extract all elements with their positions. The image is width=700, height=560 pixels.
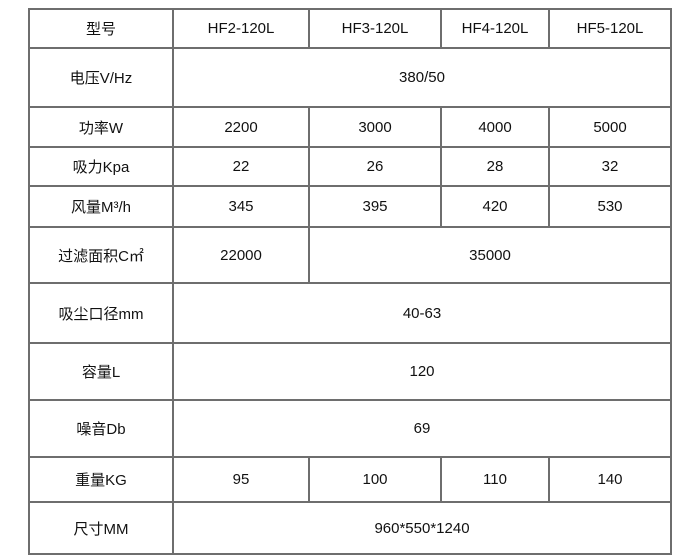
product-spec-table: 型号 HF2-120L HF3-120L HF4-120L HF5-120L 电压V/Hz… [28,8,672,555]
spec-value-cell: HF5-120L [548,8,672,49]
table-row: 功率W 2200 3000 4000 5000 [28,106,672,148]
spec-value-cell: 960*550*1240 [172,501,672,555]
spec-value-cell: 32 [548,146,672,187]
table-row: 过滤面积C㎡ 22000 35000 [28,226,672,284]
spec-value-cell: 380/50 [172,47,672,108]
table-row: 电压V/Hz 380/50 [28,47,672,108]
spec-value-cell: 26 [308,146,442,187]
table-row: 风量M³/h 345 395 420 530 [28,185,672,228]
spec-value-cell: 110 [440,456,550,503]
spec-value-cell: 5000 [548,106,672,148]
row-label: 功率W [28,106,174,148]
table-row: 型号 HF2-120L HF3-120L HF4-120L HF5-120L [28,8,672,49]
spec-value-cell: 95 [172,456,310,503]
spec-value-cell: 4000 [440,106,550,148]
spec-value-cell: 120 [172,342,672,401]
table-row: 噪音Db 69 [28,399,672,458]
table-row: 尺寸MM 960*550*1240 [28,501,672,555]
row-label: 容量L [28,342,174,401]
spec-value-cell: 22 [172,146,310,187]
spec-value-cell: 40-63 [172,282,672,344]
row-label: 电压V/Hz [28,47,174,108]
spec-value-cell: HF3-120L [308,8,442,49]
table-row: 吸尘口径mm 40-63 [28,282,672,344]
table-row: 容量L 120 [28,342,672,401]
row-label: 型号 [28,8,174,49]
spec-value-cell: 69 [172,399,672,458]
table-row: 吸力Kpa 22 26 28 32 [28,146,672,187]
spec-value-cell: 22000 [172,226,310,284]
spec-value-cell: HF4-120L [440,8,550,49]
spec-value-cell: 395 [308,185,442,228]
row-label: 吸力Kpa [28,146,174,187]
spec-value-cell: 345 [172,185,310,228]
spec-value-cell: 35000 [308,226,672,284]
spec-value-cell: HF2-120L [172,8,310,49]
row-label: 风量M³/h [28,185,174,228]
spec-value-cell: 3000 [308,106,442,148]
spec-table-body: 型号 HF2-120L HF3-120L HF4-120L HF5-120L 电压V/Hz… [28,8,672,555]
spec-value-cell: 420 [440,185,550,228]
spec-value-cell: 140 [548,456,672,503]
row-label: 过滤面积C㎡ [28,226,174,284]
row-label: 噪音Db [28,399,174,458]
spec-value-cell: 100 [308,456,442,503]
row-label: 重量KG [28,456,174,503]
spec-value-cell: 28 [440,146,550,187]
row-label: 尺寸MM [28,501,174,555]
spec-value-cell: 530 [548,185,672,228]
row-label: 吸尘口径mm [28,282,174,344]
spec-value-cell: 2200 [172,106,310,148]
table-row: 重量KG 95 100 110 140 [28,456,672,503]
